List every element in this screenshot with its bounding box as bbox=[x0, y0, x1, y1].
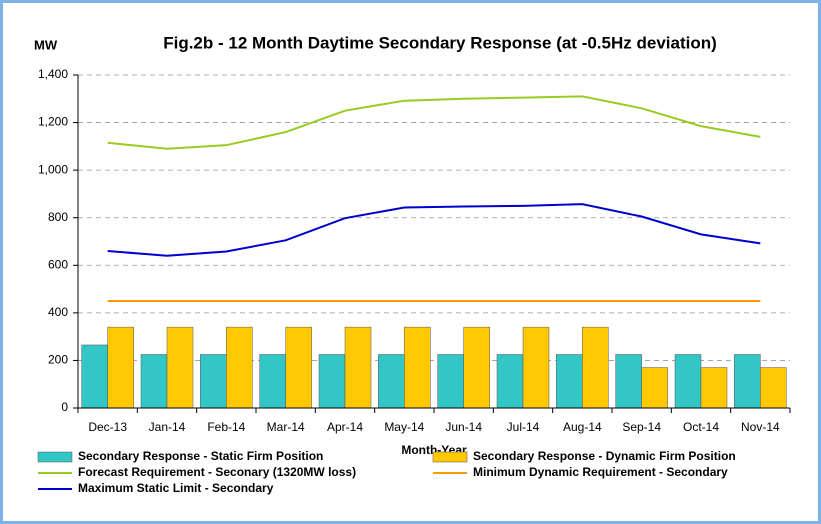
y-tick-label: 200 bbox=[48, 353, 68, 367]
x-tick-label: Dec-13 bbox=[88, 420, 127, 434]
bar bbox=[522, 326, 550, 409]
bar bbox=[378, 354, 405, 409]
legend-swatch bbox=[432, 451, 468, 463]
bar bbox=[615, 354, 642, 409]
bar bbox=[166, 326, 194, 409]
bar bbox=[200, 354, 227, 409]
x-tick-label: Apr-14 bbox=[327, 420, 363, 434]
bar bbox=[140, 354, 168, 409]
bar bbox=[582, 326, 609, 409]
x-tick-label: Jun-14 bbox=[445, 420, 482, 434]
y-tick-label: 0 bbox=[61, 400, 68, 414]
bar bbox=[285, 326, 312, 409]
bar bbox=[226, 326, 253, 409]
legend-label: Minimum Dynamic Requirement - Secondary bbox=[473, 465, 728, 479]
bar bbox=[404, 326, 431, 409]
legend-label: Maximum Static Limit - Secondary bbox=[78, 481, 274, 495]
y-tick-label: 1,200 bbox=[38, 115, 68, 129]
y-tick-label: 400 bbox=[48, 305, 68, 319]
bar bbox=[437, 354, 464, 409]
bar bbox=[107, 326, 134, 409]
legend-label: Secondary Response - Dynamic Firm Positi… bbox=[473, 449, 736, 463]
bar bbox=[318, 354, 346, 409]
bar bbox=[556, 354, 583, 409]
x-tick-label: Sep-14 bbox=[622, 420, 661, 434]
bar bbox=[344, 326, 372, 409]
bar bbox=[496, 354, 524, 409]
line bbox=[107, 203, 761, 257]
x-tick-label: Jul-14 bbox=[507, 420, 540, 434]
bar bbox=[734, 354, 761, 409]
bar bbox=[760, 367, 787, 409]
bar bbox=[463, 326, 490, 409]
y-tick-label: 1,400 bbox=[38, 67, 68, 81]
bar bbox=[259, 354, 286, 409]
bar bbox=[641, 367, 668, 409]
chart-title: Fig.2b - 12 Month Daytime Secondary Resp… bbox=[163, 33, 717, 52]
legend-label: Forecast Requirement - Seconary (1320MW … bbox=[78, 465, 356, 479]
x-tick-label: Mar-14 bbox=[267, 420, 305, 434]
legend-label: Secondary Response - Static Firm Positio… bbox=[78, 449, 323, 463]
x-tick-label: Oct-14 bbox=[683, 420, 719, 434]
y-tick-label: 1,000 bbox=[38, 162, 68, 176]
line bbox=[107, 95, 761, 150]
bar bbox=[700, 367, 728, 409]
y-unit: MW bbox=[34, 37, 58, 52]
bar bbox=[81, 344, 108, 409]
x-tick-label: Nov-14 bbox=[741, 420, 780, 434]
y-tick-label: 800 bbox=[48, 210, 68, 224]
x-tick-label: May-14 bbox=[384, 420, 424, 434]
bar bbox=[674, 354, 702, 409]
x-tick-label: Feb-14 bbox=[207, 420, 245, 434]
x-tick-label: Jan-14 bbox=[149, 420, 186, 434]
x-tick-label: Aug-14 bbox=[563, 420, 602, 434]
y-tick-label: 600 bbox=[48, 257, 68, 271]
legend-swatch bbox=[37, 451, 73, 463]
